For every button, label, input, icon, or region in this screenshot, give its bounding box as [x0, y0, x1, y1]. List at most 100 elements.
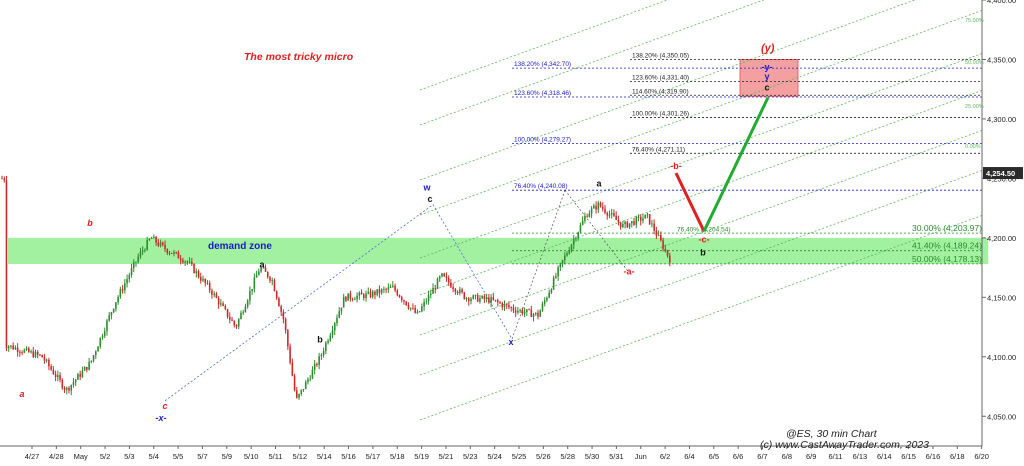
candle-body	[246, 300, 249, 307]
x-tick-label: May	[74, 452, 88, 461]
candle-body	[101, 335, 104, 338]
candle-body	[436, 278, 439, 289]
candle-body	[642, 218, 644, 221]
candle-body	[389, 287, 392, 288]
x-tick-label: 5/16	[341, 452, 356, 461]
candle-body	[130, 268, 133, 276]
candle-body	[371, 291, 374, 297]
wave-label: b	[87, 218, 93, 228]
candle-body	[456, 291, 459, 293]
candle-body	[124, 283, 126, 291]
candle-body	[77, 374, 79, 380]
candle-body	[472, 295, 475, 299]
channel-pct-label: 0.00%	[965, 144, 981, 150]
candle-body	[117, 296, 119, 303]
fib-level-label: 50.00% (4,178.13)	[912, 254, 982, 264]
candle-body	[119, 289, 122, 297]
candle-body	[490, 297, 492, 303]
candle-body	[537, 312, 539, 317]
candle-body	[266, 271, 269, 278]
candle-body	[631, 221, 633, 224]
candle-body	[512, 307, 515, 311]
candle-body	[179, 258, 182, 261]
candle-body	[237, 319, 240, 327]
candle-body	[126, 279, 128, 284]
candle-body	[409, 307, 412, 309]
wave-label: -a-	[624, 267, 635, 277]
candle-body	[333, 323, 336, 331]
candle-body	[273, 280, 276, 292]
candle-body	[258, 271, 260, 276]
candle-body	[5, 180, 8, 349]
x-tick-label: 6/6	[733, 452, 743, 461]
candle-body	[52, 369, 55, 375]
candle-body	[1, 178, 3, 180]
x-tick-label: 5/28	[560, 452, 575, 461]
candle-body	[657, 235, 660, 236]
fib-level-label: 100.00% (4,301.26)	[632, 110, 689, 117]
x-tick-label: 5/30	[585, 452, 600, 461]
candle-body	[215, 293, 218, 298]
x-tick-label: 5/26	[536, 452, 551, 461]
candle-body	[476, 294, 479, 302]
x-tick-label: 4/28	[49, 452, 64, 461]
candle-body	[25, 348, 28, 350]
candle-body	[376, 289, 378, 295]
candle-body	[304, 381, 307, 390]
wave-label: a	[19, 389, 24, 399]
candle-body	[414, 307, 416, 313]
candle-body	[300, 389, 303, 394]
x-tick-label: 6/7	[757, 452, 767, 461]
candle-body	[653, 223, 655, 231]
candle-body	[139, 251, 142, 257]
candle-body	[30, 351, 32, 353]
candle-body	[438, 276, 441, 279]
candle-body	[479, 298, 481, 302]
candle-body	[523, 312, 526, 314]
candle-body	[619, 222, 622, 228]
candle-body	[240, 312, 242, 320]
x-tick-label: 5/14	[317, 452, 332, 461]
candle-body	[566, 253, 568, 256]
candle-body	[396, 290, 399, 296]
candle-body	[213, 293, 215, 295]
candle-body	[380, 289, 383, 294]
candle-body	[588, 213, 591, 218]
candle-body	[61, 379, 64, 389]
channel-pct-label: 25.00%	[965, 104, 984, 110]
x-tick-label: 5/3	[124, 452, 134, 461]
channel-pct-label: 50.00%	[965, 60, 984, 66]
candle-body	[182, 260, 184, 263]
candle-body	[425, 301, 428, 303]
y-tick-label: 4,350.00	[987, 55, 1016, 64]
candle-body	[188, 261, 191, 263]
candle-body	[244, 306, 247, 313]
candle-body	[461, 289, 463, 293]
fib-level-label: 114.60% (4,319.90)	[632, 88, 689, 95]
candle-body	[427, 294, 430, 302]
wave-label: b	[700, 248, 706, 258]
candle-body	[559, 263, 562, 268]
candle-body	[595, 205, 597, 210]
candle-body	[144, 249, 146, 251]
copyright-label: (c) www.CastAwayTrader.com, 2023	[760, 439, 929, 451]
candle-body	[21, 352, 23, 354]
candle-body	[644, 214, 646, 219]
candle-body	[579, 225, 582, 233]
candle-body	[148, 238, 151, 240]
candle-body	[499, 302, 501, 304]
candle-body	[325, 342, 327, 352]
wxy-connector-line	[164, 204, 434, 402]
candle-body	[289, 346, 291, 363]
candle-body	[528, 309, 530, 311]
candle-body	[365, 293, 367, 299]
candle-body	[7, 346, 10, 349]
candle-body	[57, 375, 59, 378]
x-tick-label: 5/2	[100, 452, 110, 461]
symbol-label: @ES, 30 min Chart	[786, 428, 878, 440]
x-tick-label: Jun	[635, 452, 647, 461]
wave-label: c	[162, 401, 167, 411]
abc-connector-line	[564, 190, 629, 272]
candle-body	[186, 261, 189, 263]
